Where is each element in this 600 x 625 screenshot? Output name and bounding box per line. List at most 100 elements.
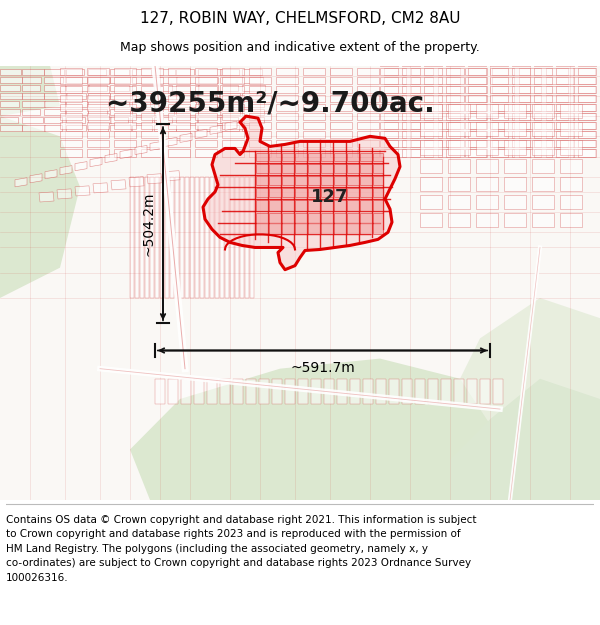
Bar <box>66 125 86 131</box>
Bar <box>411 77 433 84</box>
Bar <box>330 113 352 120</box>
Bar <box>357 77 379 84</box>
Bar <box>384 104 406 111</box>
Bar <box>363 379 373 404</box>
Bar <box>373 213 383 234</box>
Bar <box>446 59 464 66</box>
Bar <box>532 141 554 154</box>
Bar <box>220 69 239 75</box>
Bar <box>242 109 264 115</box>
Bar <box>424 113 442 120</box>
Bar <box>60 113 82 120</box>
Bar <box>88 77 110 82</box>
Bar <box>380 95 398 102</box>
Bar <box>519 68 541 75</box>
Bar <box>490 122 508 129</box>
Bar <box>424 149 442 156</box>
Bar <box>256 213 268 234</box>
Bar <box>476 104 498 118</box>
Bar <box>220 93 240 99</box>
Bar <box>519 149 541 156</box>
Bar <box>446 141 464 148</box>
Bar <box>448 104 470 118</box>
Bar <box>22 109 40 115</box>
Bar <box>454 379 464 404</box>
Bar <box>330 77 352 84</box>
Polygon shape <box>129 177 144 187</box>
Bar <box>110 109 130 115</box>
Bar <box>446 95 464 102</box>
Bar <box>380 59 398 66</box>
Bar <box>60 122 82 129</box>
Bar <box>276 77 298 84</box>
Polygon shape <box>111 180 126 190</box>
Bar <box>330 95 352 102</box>
Bar <box>492 95 514 102</box>
Bar <box>512 149 530 156</box>
Bar <box>357 122 379 129</box>
Bar <box>168 122 190 129</box>
Bar <box>384 95 406 102</box>
Bar <box>175 177 179 298</box>
Bar <box>556 95 574 102</box>
Bar <box>165 177 169 298</box>
Bar <box>110 101 129 107</box>
Bar <box>556 59 574 66</box>
Bar <box>154 101 177 107</box>
Bar <box>476 177 498 191</box>
Bar <box>205 177 209 298</box>
Bar <box>384 122 406 129</box>
Bar <box>176 109 198 115</box>
Bar <box>578 77 596 84</box>
Bar <box>308 213 320 234</box>
Bar <box>490 68 508 75</box>
Bar <box>303 149 325 156</box>
Bar <box>281 164 293 173</box>
Bar <box>420 104 442 118</box>
Bar <box>357 95 379 102</box>
Bar <box>246 379 256 404</box>
Bar <box>347 164 359 173</box>
Bar <box>249 113 271 120</box>
Bar <box>448 195 470 209</box>
Bar <box>132 109 155 115</box>
Bar <box>573 95 595 102</box>
Bar <box>446 104 464 111</box>
Bar <box>490 141 508 148</box>
Bar <box>534 68 552 75</box>
Bar <box>420 195 442 209</box>
Bar <box>512 104 530 111</box>
Bar <box>88 109 107 115</box>
Bar <box>330 131 352 138</box>
Bar <box>512 141 530 148</box>
Bar <box>303 131 325 138</box>
Bar <box>176 85 199 91</box>
Bar <box>438 95 460 102</box>
Bar <box>22 101 45 107</box>
Bar <box>334 213 346 234</box>
Bar <box>402 86 420 93</box>
Bar <box>424 95 442 102</box>
Polygon shape <box>430 298 600 500</box>
Bar <box>114 95 136 102</box>
Bar <box>141 131 163 138</box>
Bar <box>424 68 442 75</box>
Bar <box>546 122 568 129</box>
Bar <box>446 86 464 93</box>
Bar <box>402 379 412 404</box>
Text: 127, ROBIN WAY, CHELMSFORD, CM2 8AU: 127, ROBIN WAY, CHELMSFORD, CM2 8AU <box>140 11 460 26</box>
Bar <box>448 213 470 228</box>
Bar <box>490 59 508 66</box>
Bar <box>411 104 433 111</box>
Bar <box>320 153 332 161</box>
Bar <box>110 93 132 99</box>
Bar <box>194 379 204 404</box>
Bar <box>195 113 217 120</box>
Bar <box>512 95 530 102</box>
Bar <box>168 68 190 75</box>
Bar <box>256 201 268 211</box>
Polygon shape <box>180 133 192 142</box>
Bar <box>195 177 199 298</box>
Bar <box>384 77 406 84</box>
Bar <box>411 113 433 120</box>
